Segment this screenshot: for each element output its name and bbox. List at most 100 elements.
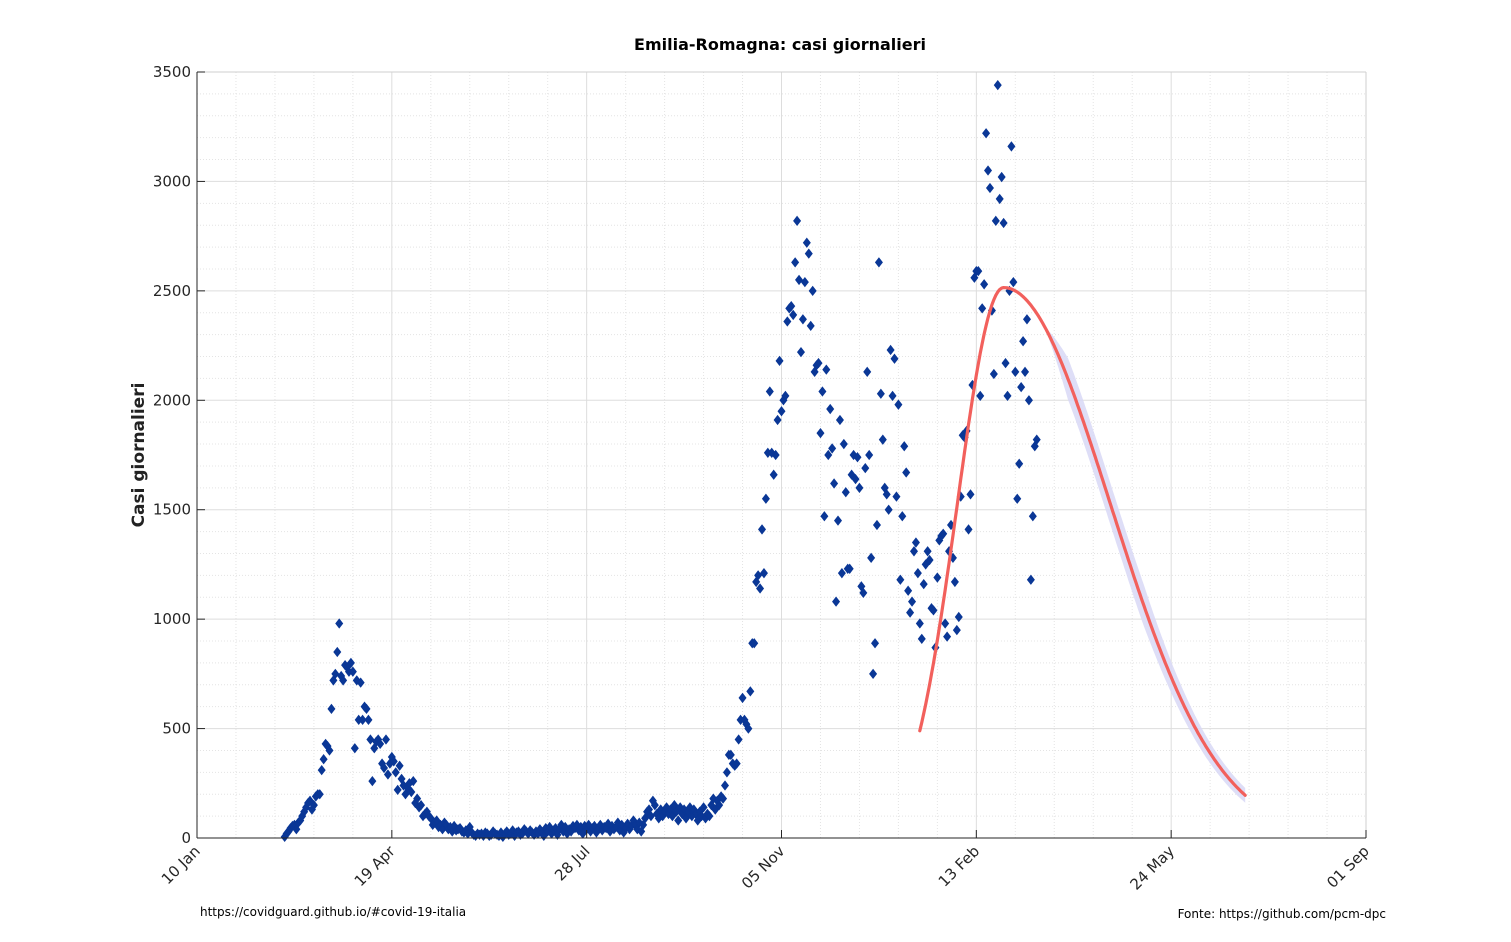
data-point	[909, 546, 918, 557]
data-point	[851, 473, 860, 485]
data-point	[759, 568, 768, 579]
grid	[196, 71, 1367, 839]
data-point	[339, 675, 348, 686]
data-point	[756, 583, 765, 594]
data-point	[974, 266, 983, 277]
data-point	[966, 489, 975, 500]
data-point	[863, 366, 872, 377]
data-point	[796, 346, 805, 358]
data-point	[674, 815, 683, 826]
data-point	[734, 734, 743, 745]
data-point	[758, 524, 767, 535]
data-point	[1013, 493, 1022, 504]
data-point	[738, 692, 747, 704]
data-point	[884, 504, 893, 515]
data-point	[325, 745, 334, 756]
data-point	[900, 441, 909, 452]
data-point	[906, 607, 915, 618]
source-url-left: https://covidguard.github.io/#covid-19-i…	[200, 905, 466, 919]
data-point	[964, 524, 973, 535]
data-point	[1001, 357, 1010, 369]
data-point	[413, 793, 422, 804]
data-point	[407, 786, 416, 798]
data-point	[381, 734, 390, 745]
data-point	[997, 171, 1006, 183]
data-point	[1028, 511, 1037, 522]
data-point	[978, 303, 987, 314]
data-point	[886, 344, 895, 356]
y-tick-label: 0	[181, 829, 191, 847]
data-point	[982, 128, 991, 139]
data-point	[358, 714, 367, 725]
data-point	[898, 511, 907, 522]
data-point	[939, 528, 948, 539]
data-point	[865, 449, 874, 461]
observed-points	[280, 79, 1041, 843]
y-tick-label: 2500	[153, 282, 191, 300]
data-point	[808, 285, 817, 297]
data-point	[787, 301, 796, 312]
data-point	[317, 765, 326, 776]
data-point	[744, 723, 753, 734]
data-point	[888, 390, 897, 402]
data-point	[1011, 366, 1020, 377]
data-point	[913, 568, 922, 579]
data-point	[750, 638, 759, 649]
data-point	[908, 596, 917, 607]
data-point	[954, 611, 963, 623]
y-tick-label: 3000	[153, 172, 191, 190]
data-point	[902, 467, 911, 478]
data-point	[802, 237, 811, 248]
confidence-band-area	[1044, 326, 1246, 803]
data-point	[754, 570, 763, 581]
data-point	[773, 414, 782, 426]
data-point	[781, 390, 790, 402]
data-point	[917, 633, 926, 644]
data-point	[952, 624, 961, 636]
data-point	[923, 546, 932, 557]
data-point	[1032, 434, 1041, 445]
data-point	[991, 215, 1000, 226]
data-point	[333, 646, 342, 658]
data-point	[1009, 276, 1018, 288]
data-point	[984, 165, 993, 176]
data-point	[765, 386, 774, 397]
data-point	[816, 427, 825, 439]
data-point	[995, 193, 1004, 205]
data-point	[822, 364, 831, 375]
data-point	[911, 537, 920, 548]
data-point	[824, 449, 833, 461]
data-point	[393, 784, 402, 796]
data-point	[904, 585, 913, 596]
data-point	[1019, 336, 1028, 347]
data-point	[309, 800, 318, 811]
data-point	[409, 775, 418, 787]
data-point	[362, 703, 371, 715]
data-point	[783, 316, 792, 327]
data-point	[726, 749, 735, 760]
data-point	[789, 309, 798, 321]
data-point	[841, 487, 850, 498]
data-point	[356, 677, 365, 688]
data-point	[804, 248, 813, 259]
data-point	[719, 793, 728, 804]
data-point	[746, 686, 755, 697]
data-point	[919, 578, 928, 590]
data-point	[395, 760, 404, 771]
data-point	[845, 563, 854, 574]
data-point	[943, 631, 952, 642]
data-point	[364, 714, 373, 725]
data-point	[872, 519, 881, 531]
data-point	[1017, 382, 1026, 393]
data-point	[820, 511, 829, 522]
data-point	[976, 390, 985, 402]
data-point	[874, 257, 883, 268]
data-point	[878, 434, 887, 445]
data-point	[1021, 366, 1030, 377]
data-point	[818, 386, 827, 397]
fit-curve	[918, 286, 1247, 797]
data-point	[732, 758, 741, 769]
data-point	[720, 780, 730, 791]
data-point	[1026, 574, 1035, 585]
data-point	[832, 596, 841, 607]
